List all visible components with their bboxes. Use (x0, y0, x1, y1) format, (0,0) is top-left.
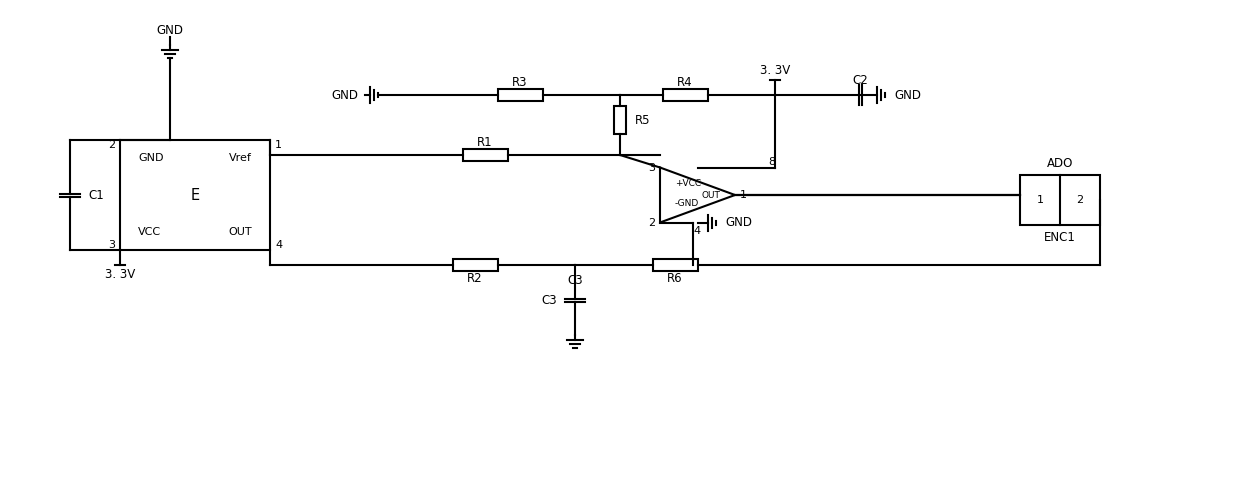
Bar (652, 259, 697, 271)
Text: C1: C1 (88, 189, 104, 201)
Text: C3: C3 (567, 273, 583, 287)
Text: GND: GND (331, 89, 358, 101)
Text: VCC: VCC (138, 227, 161, 237)
Text: ENC1: ENC1 (1044, 230, 1076, 244)
Text: C2: C2 (852, 74, 868, 87)
Bar (463, 149, 507, 161)
Text: 4: 4 (694, 225, 701, 236)
Text: 3: 3 (649, 163, 655, 172)
Text: ADO: ADO (1047, 156, 1073, 170)
Text: R5: R5 (635, 114, 651, 126)
Text: GND: GND (156, 24, 184, 36)
Text: -GND: -GND (675, 198, 699, 207)
Text: 3: 3 (108, 240, 115, 250)
Text: GND: GND (725, 216, 753, 229)
Text: 1: 1 (740, 190, 746, 200)
Bar (497, 89, 543, 101)
Text: R2: R2 (467, 271, 482, 285)
Bar (662, 89, 708, 101)
Bar (453, 259, 497, 271)
Text: 1: 1 (275, 140, 281, 150)
Text: 2: 2 (647, 218, 655, 227)
Text: OUT: OUT (702, 191, 720, 199)
Text: R1: R1 (477, 136, 492, 148)
Text: 2: 2 (108, 140, 115, 150)
Text: R6: R6 (667, 271, 683, 285)
Text: 2: 2 (1076, 195, 1084, 205)
Text: 1: 1 (1037, 195, 1044, 205)
Bar (120, 140, 270, 250)
Text: R4: R4 (677, 75, 693, 89)
Text: +VCC: +VCC (675, 178, 701, 188)
Text: GND: GND (894, 89, 921, 101)
Text: 8: 8 (769, 156, 775, 167)
Text: 3. 3V: 3. 3V (105, 269, 135, 281)
Text: OUT: OUT (228, 227, 252, 237)
Text: Vref: Vref (229, 153, 252, 163)
Bar (614, 106, 626, 134)
Text: E: E (191, 188, 200, 202)
Text: C3: C3 (542, 294, 557, 307)
Text: R3: R3 (512, 75, 528, 89)
Text: 3. 3V: 3. 3V (760, 64, 790, 76)
Text: 4: 4 (275, 240, 283, 250)
Text: GND: GND (138, 153, 164, 163)
Bar (1021, 175, 1100, 225)
